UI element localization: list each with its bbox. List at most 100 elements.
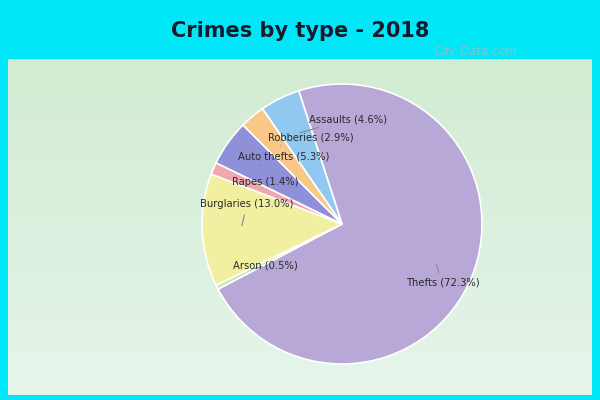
Bar <box>8 324 592 326</box>
Bar <box>8 93 592 95</box>
Bar <box>8 265 592 267</box>
Bar <box>8 225 592 226</box>
Bar <box>8 108 592 110</box>
Bar <box>8 336 592 338</box>
Bar <box>8 128 592 130</box>
Bar <box>8 210 592 211</box>
Bar <box>8 5 592 58</box>
Bar <box>8 366 592 368</box>
Bar <box>8 162 592 164</box>
Bar <box>8 115 592 117</box>
Bar <box>8 204 592 206</box>
Bar <box>8 68 592 70</box>
Bar <box>8 164 592 166</box>
Bar <box>8 188 592 189</box>
Bar <box>8 309 592 310</box>
Bar <box>8 302 592 304</box>
Bar <box>8 130 592 132</box>
Bar <box>8 189 592 191</box>
Bar <box>8 332 592 334</box>
Bar <box>8 196 592 198</box>
Bar <box>8 353 592 354</box>
Bar <box>8 285 592 287</box>
Bar <box>8 221 592 223</box>
Bar <box>8 236 592 238</box>
Bar <box>8 132 592 134</box>
Bar <box>8 140 592 142</box>
Bar <box>8 176 592 178</box>
Bar <box>8 110 592 112</box>
Bar <box>8 90 592 92</box>
Bar <box>8 157 592 159</box>
Bar <box>8 186 592 188</box>
Bar <box>8 220 592 221</box>
Bar <box>8 230 592 231</box>
Bar <box>8 267 592 268</box>
Bar <box>8 223 592 225</box>
Bar <box>8 181 592 182</box>
Text: Assaults (4.6%): Assaults (4.6%) <box>300 114 386 133</box>
Bar <box>8 380 592 381</box>
Text: Robberies (2.9%): Robberies (2.9%) <box>268 132 354 146</box>
Text: Arson (0.5%): Arson (0.5%) <box>233 261 298 271</box>
Bar <box>8 150 592 152</box>
Bar <box>8 250 592 252</box>
Bar <box>8 248 592 250</box>
Wedge shape <box>216 224 342 289</box>
Text: Crimes by type - 2018: Crimes by type - 2018 <box>171 22 429 42</box>
Bar <box>8 348 592 349</box>
Bar <box>8 156 592 157</box>
Bar <box>8 358 592 360</box>
Bar <box>8 334 592 336</box>
Bar <box>8 289 592 290</box>
Bar <box>8 383 592 385</box>
Bar <box>8 361 592 363</box>
Bar <box>8 274 592 275</box>
Bar <box>8 344 592 346</box>
Bar <box>8 63 592 64</box>
Bar <box>8 233 592 235</box>
Bar <box>8 363 592 364</box>
Bar <box>8 378 592 380</box>
Bar <box>8 258 592 260</box>
Bar <box>8 272 592 274</box>
Bar <box>8 139 592 140</box>
Bar <box>8 235 592 236</box>
Bar <box>8 381 592 383</box>
Bar <box>8 342 592 344</box>
Text: Rapes (1.4%): Rapes (1.4%) <box>232 177 298 187</box>
Bar <box>8 120 592 122</box>
Bar <box>8 242 592 243</box>
Bar <box>8 306 592 307</box>
Bar <box>8 70 592 71</box>
Bar <box>8 114 592 115</box>
Bar <box>8 103 592 105</box>
Bar <box>8 159 592 160</box>
Bar <box>8 135 592 137</box>
Bar <box>8 294 592 295</box>
Bar <box>8 98 592 100</box>
Bar <box>8 341 592 342</box>
Bar <box>8 125 592 127</box>
Bar <box>8 58 592 60</box>
Bar <box>8 122 592 124</box>
Bar <box>8 385 592 386</box>
Bar <box>8 368 592 370</box>
Bar <box>8 339 592 341</box>
Bar <box>8 124 592 125</box>
Bar <box>8 243 592 245</box>
Bar <box>8 314 592 316</box>
Bar <box>8 199 592 201</box>
Bar <box>8 329 592 331</box>
Bar <box>8 171 592 172</box>
Bar <box>8 349 592 351</box>
Bar <box>8 166 592 167</box>
Bar <box>8 327 592 329</box>
Bar <box>8 66 592 68</box>
Bar <box>8 142 592 144</box>
Bar <box>8 100 592 102</box>
Bar <box>8 310 592 312</box>
Bar <box>8 102 592 103</box>
Text: Burglaries (13.0%): Burglaries (13.0%) <box>200 200 293 226</box>
Bar <box>8 295 592 297</box>
